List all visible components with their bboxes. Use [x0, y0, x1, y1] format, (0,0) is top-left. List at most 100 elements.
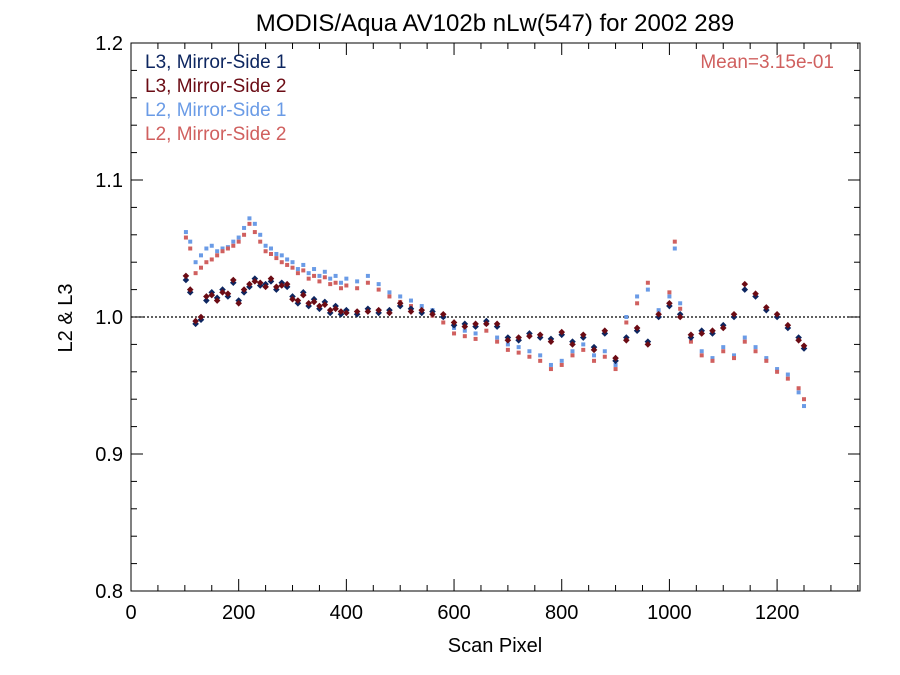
- data-point: [301, 262, 306, 267]
- data-point: [204, 260, 209, 265]
- data-point: [273, 283, 280, 291]
- data-point: [193, 260, 198, 265]
- data-point: [279, 260, 284, 265]
- data-point: [775, 367, 780, 372]
- data-point: [231, 239, 236, 244]
- data-point: [785, 372, 790, 377]
- data-point: [493, 320, 501, 328]
- data-point: [285, 262, 290, 267]
- data-point: [741, 286, 749, 293]
- x-tick-label: 1200: [755, 602, 800, 624]
- data-point: [306, 271, 311, 276]
- data-point: [472, 320, 479, 328]
- data-point: [204, 246, 209, 251]
- data-point: [183, 230, 188, 235]
- data-point: [732, 356, 737, 361]
- data-point: [461, 323, 469, 330]
- data-point: [376, 287, 381, 292]
- data-point: [242, 232, 247, 237]
- chart-title: MODIS/Aqua AV102b nLw(547) for 2002 289: [256, 10, 735, 37]
- data-point: [408, 298, 413, 303]
- data-point: [364, 308, 372, 315]
- data-point: [602, 354, 607, 359]
- data-point: [800, 342, 808, 350]
- data-point: [516, 350, 521, 355]
- data-point: [192, 317, 199, 325]
- data-point: [283, 280, 291, 288]
- data-point: [317, 273, 322, 278]
- data-point: [182, 276, 190, 284]
- data-point: [802, 397, 807, 402]
- legend: L3, Mirror-Side 1 L3, Mirror-Side 2 L2, Mi…: [145, 52, 287, 145]
- data-point: [667, 294, 672, 299]
- data-point: [645, 287, 650, 292]
- mean-annotation: Mean=3.15e-01: [700, 52, 834, 73]
- data-point: [526, 332, 533, 340]
- data-point: [624, 315, 629, 319]
- data-point: [242, 225, 247, 230]
- data-point: [678, 306, 683, 311]
- data-point: [418, 306, 426, 314]
- data-point: [295, 271, 300, 276]
- data-point: [505, 347, 510, 352]
- data-point: [439, 310, 447, 318]
- data-point: [263, 243, 268, 248]
- series-l3-mirror-side-2: [182, 272, 808, 362]
- data-point: [219, 289, 226, 296]
- data-point: [305, 300, 312, 307]
- data-point: [763, 304, 770, 311]
- data-point: [721, 349, 726, 354]
- data-point: [290, 260, 295, 265]
- data-point: [229, 276, 237, 284]
- data-point: [505, 342, 510, 347]
- data-point: [294, 297, 302, 304]
- data-point: [473, 336, 478, 341]
- y-tick-label: 1.0: [95, 307, 123, 329]
- data-point: [613, 362, 618, 367]
- data-point: [290, 265, 295, 270]
- data-point: [256, 279, 264, 287]
- data-point: [672, 239, 677, 244]
- data-point: [721, 345, 726, 350]
- data-point: [289, 295, 296, 303]
- data-point: [188, 239, 193, 244]
- data-point: [215, 249, 220, 254]
- data-point: [536, 331, 544, 339]
- data-point: [252, 230, 257, 235]
- data-point: [306, 276, 311, 281]
- data-point: [299, 291, 307, 299]
- data-point: [623, 336, 630, 344]
- y-tick-labels: 0.8 0.9 1.0 1.1 1.2: [95, 33, 123, 603]
- data-point: [709, 327, 716, 334]
- data-point: [548, 367, 553, 372]
- data-point: [182, 272, 190, 280]
- data-point: [462, 328, 467, 333]
- data-point: [326, 306, 334, 314]
- legend-entry: L3, Mirror-Side 2: [145, 76, 287, 97]
- data-point: [581, 342, 586, 347]
- data-point: [495, 339, 500, 344]
- data-point: [344, 276, 349, 281]
- data-point: [274, 256, 279, 261]
- x-tick-label: 800: [545, 602, 578, 624]
- data-point: [278, 282, 286, 289]
- data-point: [386, 309, 393, 317]
- x-axis-label: Scan Pixel: [448, 635, 543, 657]
- data-point: [225, 246, 230, 251]
- data-point: [548, 362, 553, 367]
- data-point: [732, 353, 737, 358]
- data-point: [355, 286, 360, 291]
- data-point: [667, 290, 672, 295]
- data-point: [570, 353, 575, 358]
- data-point: [235, 300, 242, 307]
- data-point: [698, 330, 706, 337]
- data-point: [183, 235, 188, 240]
- data-point: [209, 257, 214, 262]
- data-point: [353, 308, 361, 315]
- data-point: [186, 286, 194, 293]
- data-point: [375, 306, 382, 314]
- data-point: [240, 286, 248, 293]
- data-point: [515, 334, 522, 341]
- data-point: [710, 356, 715, 361]
- data-point: [321, 301, 329, 308]
